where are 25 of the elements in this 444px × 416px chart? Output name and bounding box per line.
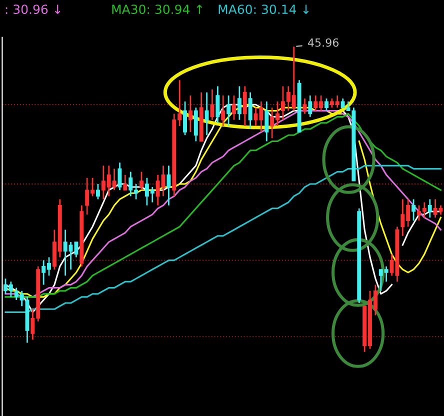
- candlestick: [237, 86, 242, 121]
- candlestick: [226, 94, 231, 127]
- candlestick: [96, 183, 100, 200]
- candlestick: [248, 92, 252, 130]
- candlestick: [308, 94, 312, 118]
- annotation: 45.96: [308, 38, 339, 47]
- candlestick: [140, 171, 144, 191]
- text: MA30: 30.94 ↑: [112, 4, 202, 14]
- candlestick: [302, 98, 307, 114]
- candlestick: [204, 92, 209, 136]
- candlestick: [210, 88, 214, 121]
- candlestick: [216, 86, 220, 124]
- candlestick: [188, 94, 192, 133]
- candlestick: [242, 86, 247, 127]
- candlestick: [166, 164, 171, 206]
- candlestick: [412, 198, 416, 222]
- candlestick: [221, 94, 226, 127]
- candlestick: [232, 94, 236, 121]
- candlestick: [183, 100, 188, 136]
- candlestick: [428, 198, 432, 218]
- candlestick: [264, 100, 269, 142]
- text: MA60: 30.14 ↓: [218, 4, 309, 14]
- text: : 30.96 ↓: [6, 4, 60, 14]
- candlestick: [324, 98, 328, 112]
- candlestick: [123, 174, 128, 191]
